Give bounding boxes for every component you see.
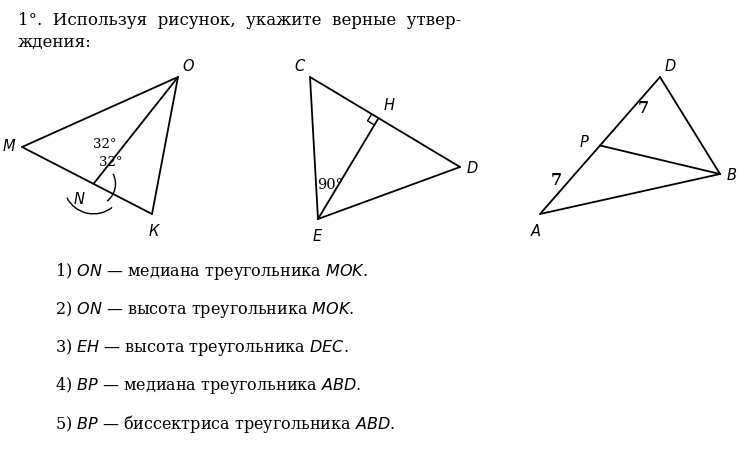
Text: $B$: $B$ — [726, 167, 737, 182]
Text: 2) $ON$ — высота треугольника $MOK$.: 2) $ON$ — высота треугольника $MOK$. — [55, 299, 354, 320]
Text: $E$: $E$ — [312, 227, 323, 244]
Text: 7: 7 — [550, 172, 562, 189]
Text: 1) $ON$ — медиана треугольника $MOK$.: 1) $ON$ — медиана треугольника $MOK$. — [55, 261, 368, 282]
Text: 7: 7 — [638, 100, 649, 117]
Text: $D$: $D$ — [664, 58, 677, 74]
Text: ждения:: ждения: — [18, 34, 92, 51]
Text: $A$: $A$ — [530, 223, 542, 238]
Text: $К$: $К$ — [147, 223, 160, 238]
Text: 90°: 90° — [317, 177, 343, 191]
Text: 1°.  Используя  рисунок,  укажите  верные  утвер-: 1°. Используя рисунок, укажите верные ут… — [18, 12, 461, 29]
Text: 5) $BP$ — биссектриса треугольника $ABD$.: 5) $BP$ — биссектриса треугольника $ABD$… — [55, 412, 395, 434]
Text: $M$: $M$ — [2, 138, 16, 154]
Text: $D$: $D$ — [466, 160, 478, 175]
Text: 4) $BP$ — медиана треугольника $ABD$.: 4) $BP$ — медиана треугольника $ABD$. — [55, 375, 361, 396]
Text: $C$: $C$ — [294, 58, 306, 74]
Text: $P$: $P$ — [579, 134, 590, 150]
Text: $O$: $O$ — [182, 58, 195, 74]
Text: $N$: $N$ — [73, 190, 86, 206]
Text: 32°: 32° — [99, 156, 123, 169]
Text: 3) $EH$ — высота треугольника $DEC$.: 3) $EH$ — высота треугольника $DEC$. — [55, 337, 349, 358]
Text: $H$: $H$ — [383, 97, 395, 113]
Text: 32°: 32° — [92, 138, 117, 150]
